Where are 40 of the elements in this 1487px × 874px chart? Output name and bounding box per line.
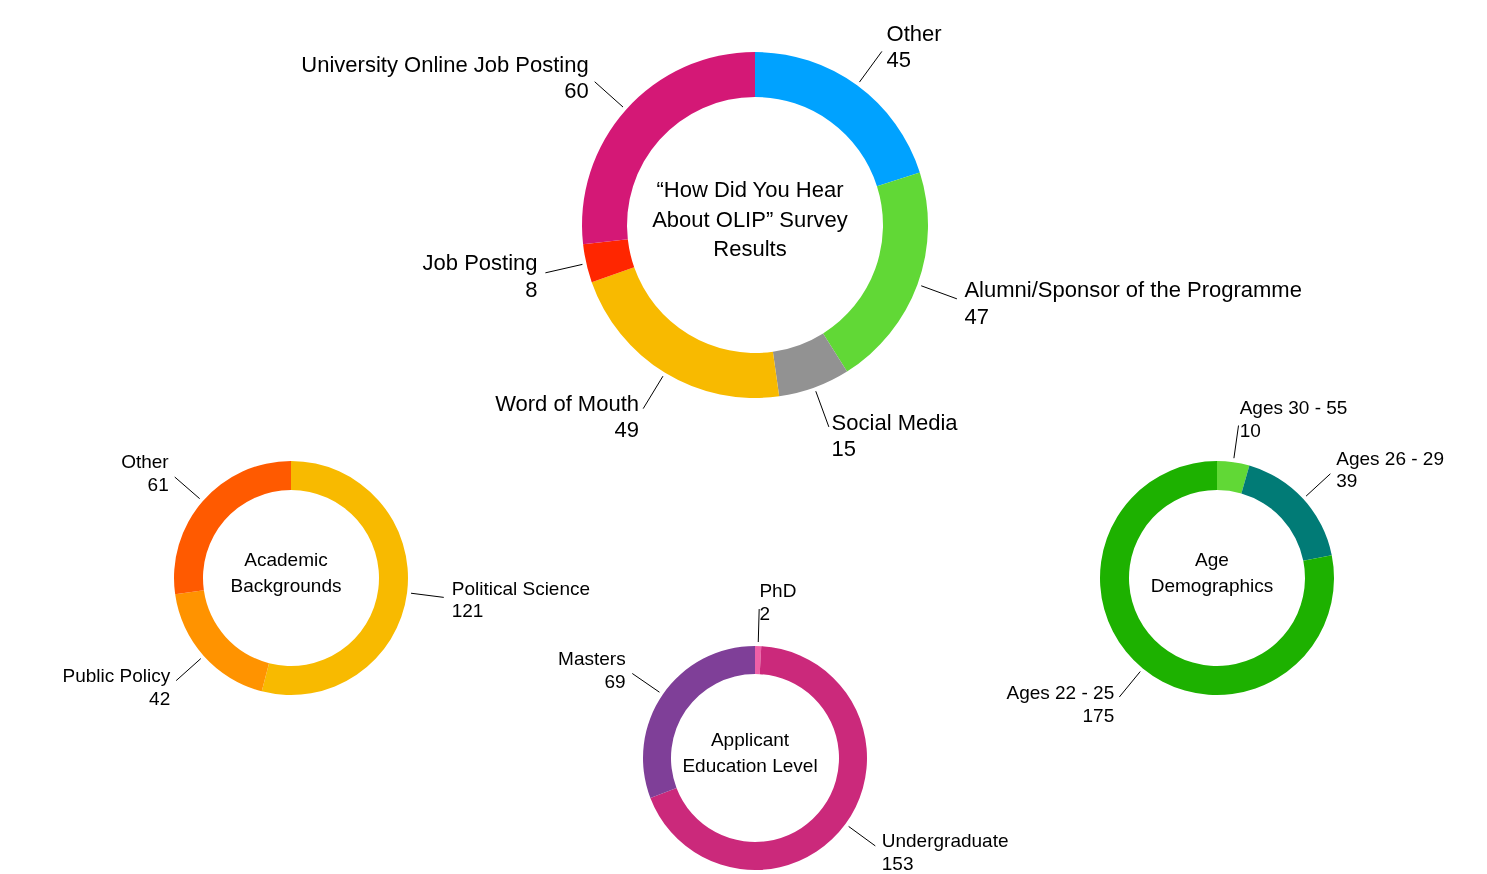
text: Academic Backgrounds	[229, 548, 343, 598]
slice-label: Masters	[558, 648, 626, 670]
data-label: 47	[964, 303, 989, 329]
slice-label: Word of Mouth	[495, 391, 640, 417]
data-label: 49	[614, 417, 640, 443]
slice-label: Political Science	[451, 577, 591, 599]
data-label: 61	[147, 473, 169, 495]
slice-label: Ages 30 - 55	[1239, 396, 1348, 418]
slice-label: Ages 26 - 29	[1336, 447, 1445, 469]
data-label: 69	[604, 670, 626, 692]
data-label: 60	[564, 78, 589, 104]
donut-slice	[772, 333, 848, 397]
donut-slice	[583, 239, 635, 283]
slice-label: Other	[121, 450, 170, 472]
data-label: 39	[1336, 470, 1358, 492]
slice-label: Social Media	[831, 410, 959, 436]
slice-label: Alumni/Sponsor of the Programme	[964, 277, 1302, 303]
data-label: 121	[451, 600, 484, 622]
slice-label: University Online Job Posting	[301, 52, 589, 77]
donut-slice	[1241, 465, 1332, 561]
slice-label: Other	[886, 20, 942, 46]
slice-label: Job Posting	[422, 250, 538, 276]
donut-slice	[755, 646, 762, 675]
data-label: 10	[1239, 419, 1261, 441]
donut-slice	[1217, 461, 1250, 494]
slice-label: Public Policy	[62, 665, 171, 687]
donut-slice	[650, 646, 867, 870]
data-label: 175	[1082, 705, 1115, 727]
slice-label: PhD	[759, 580, 797, 602]
text: Age Demographics	[1149, 548, 1275, 598]
data-label: 45	[886, 46, 912, 72]
slice-label: Ages 22 - 25	[1006, 682, 1115, 704]
data-label: 153	[881, 852, 914, 874]
text: Applicant Education Level	[681, 728, 819, 778]
data-label: 2	[759, 603, 770, 625]
data-label: 8	[525, 276, 538, 302]
data-label: 15	[831, 436, 857, 462]
data-label: 42	[149, 687, 171, 709]
text: “How Did You Hear About OLIP” Survey Results	[651, 176, 849, 264]
slice-label: Undergraduate	[881, 829, 1009, 851]
